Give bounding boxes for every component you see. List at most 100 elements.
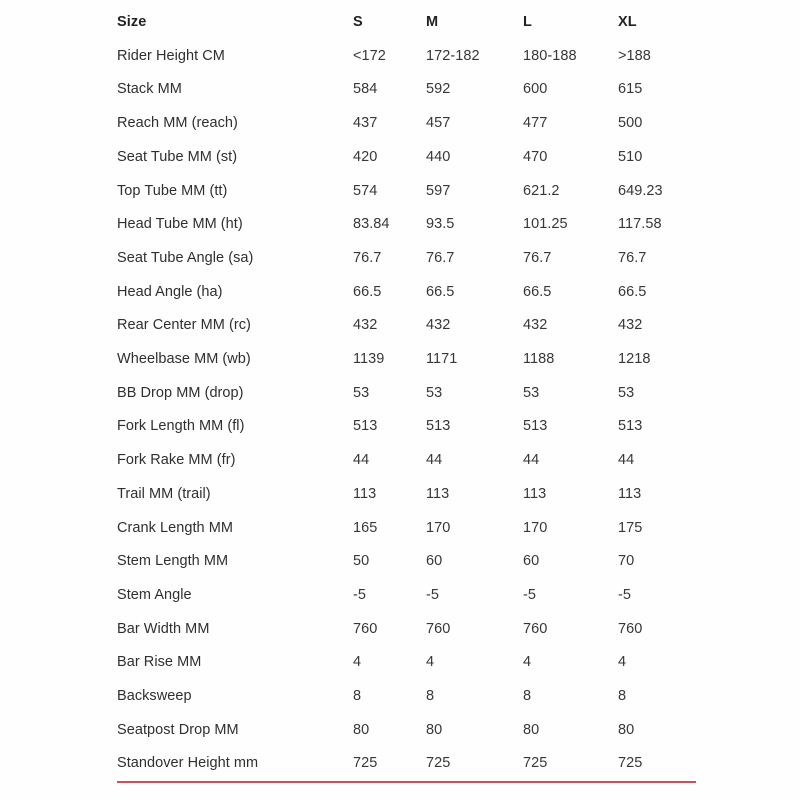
- table-row: Standover Height mm 725 725 725 725: [117, 747, 696, 784]
- cell-size-l: 477: [523, 115, 548, 132]
- cell-size-xl: 76.7: [618, 249, 647, 266]
- row-label: Fork Rake MM (fr): [117, 452, 236, 469]
- row-label: Backsweep: [117, 688, 192, 705]
- column-header-size: Size: [117, 14, 147, 30]
- cell-size-l: 60: [523, 553, 540, 570]
- cell-size-xl: 80: [618, 721, 635, 738]
- cell-size-s: 80: [353, 721, 370, 738]
- cell-size-xl: 513: [618, 418, 643, 435]
- cell-size-s: 574: [353, 182, 378, 199]
- table-row: Seat Tube MM (st) 420 440 470 510: [117, 141, 696, 175]
- table-body: Rider Height CM <172 172-182 180-188 >188 Sta…: [117, 40, 696, 784]
- cell-size-s: 432: [353, 317, 378, 334]
- cell-size-m: 440: [426, 148, 451, 165]
- cell-size-m: 66.5: [426, 283, 455, 300]
- cell-size-xl: 432: [618, 317, 643, 334]
- row-label: Rider Height CM: [117, 47, 225, 64]
- row-label: Head Angle (ha): [117, 283, 223, 300]
- cell-size-m: 44: [426, 452, 443, 469]
- cell-size-xl: 510: [618, 148, 643, 165]
- cell-size-s: 76.7: [353, 249, 382, 266]
- row-label: Stack MM: [117, 81, 182, 98]
- cell-size-l: 180-188: [523, 47, 577, 64]
- cell-size-xl: >188: [618, 47, 651, 64]
- row-label: Stem Length MM: [117, 553, 229, 570]
- cell-size-s: 53: [353, 384, 370, 401]
- cell-size-xl: 1218: [618, 351, 651, 368]
- cell-size-m: 60: [426, 553, 443, 570]
- cell-size-l: 44: [523, 452, 540, 469]
- cell-size-l: 113: [523, 485, 547, 502]
- cell-size-m: -5: [426, 586, 439, 603]
- table-header-row: Size S M L XL: [117, 6, 696, 40]
- cell-size-s: 113: [353, 485, 377, 502]
- cell-size-m: 1171: [426, 351, 458, 368]
- column-header-m: M: [426, 14, 439, 30]
- cell-size-l: 513: [523, 418, 548, 435]
- cell-size-m: 8: [426, 688, 435, 705]
- table-row: Bar Rise MM 4 4 4 4: [117, 646, 696, 680]
- cell-size-xl: 175: [618, 519, 643, 536]
- cell-size-xl: 113: [618, 485, 642, 502]
- table-row: Crank Length MM 165 170 170 175: [117, 512, 696, 546]
- cell-size-xl: 117.58: [618, 216, 662, 233]
- cell-size-m: 432: [426, 317, 451, 334]
- column-header-l: L: [523, 14, 532, 30]
- cell-size-xl: 8: [618, 688, 627, 705]
- table-row: Seatpost Drop MM 80 80 80 80: [117, 714, 696, 748]
- cell-size-l: 725: [523, 747, 618, 784]
- cell-size-s: 83.84: [353, 216, 390, 233]
- row-label: Crank Length MM: [117, 519, 233, 536]
- cell-size-xl: 66.5: [618, 283, 647, 300]
- row-label: Seat Tube Angle (sa): [117, 249, 254, 266]
- row-label: Stem Angle: [117, 586, 192, 603]
- cell-size-xl: 725: [618, 747, 696, 784]
- row-label: Bar Width MM: [117, 620, 210, 637]
- table-row: Backsweep 8 8 8 8: [117, 680, 696, 714]
- table-row: Trail MM (trail) 113 113 113 113: [117, 478, 696, 512]
- cell-size-xl: 649.23: [618, 182, 663, 199]
- cell-size-s: 1139: [353, 351, 385, 368]
- row-label: Head Tube MM (ht): [117, 216, 243, 233]
- cell-size-m: 725: [426, 747, 523, 784]
- column-header-xl: XL: [618, 14, 637, 30]
- cell-size-l: 101.25: [523, 216, 568, 233]
- cell-size-m: 172-182: [426, 47, 480, 64]
- cell-size-l: 8: [523, 688, 532, 705]
- cell-size-m: 93.5: [426, 216, 455, 233]
- cell-size-s: 4: [353, 654, 362, 671]
- cell-size-m: 597: [426, 182, 451, 199]
- cell-size-l: 76.7: [523, 249, 552, 266]
- cell-size-xl: 53: [618, 384, 635, 401]
- cell-size-s: -5: [353, 586, 366, 603]
- cell-size-xl: 70: [618, 553, 635, 570]
- cell-size-l: 170: [523, 519, 548, 536]
- cell-size-s: 44: [353, 452, 370, 469]
- cell-size-m: 592: [426, 81, 451, 98]
- cell-size-xl: 500: [618, 115, 643, 132]
- table-row: Rear Center MM (rc) 432 432 432 432: [117, 309, 696, 343]
- cell-size-m: 113: [426, 485, 450, 502]
- cell-size-m: 80: [426, 721, 443, 738]
- table-row: Stem Angle -5 -5 -5 -5: [117, 579, 696, 613]
- table-row: Stem Length MM 50 60 60 70: [117, 545, 696, 579]
- table-row: Head Tube MM (ht) 83.84 93.5 101.25 117.58: [117, 208, 696, 242]
- table-row: BB Drop MM (drop) 53 53 53 53: [117, 377, 696, 411]
- table-row: Wheelbase MM (wb) 1139 1171 1188 1218: [117, 343, 696, 377]
- cell-size-xl: 760: [618, 620, 643, 637]
- row-label: Trail MM (trail): [117, 485, 211, 502]
- table-row: Seat Tube Angle (sa) 76.7 76.7 76.7 76.7: [117, 242, 696, 276]
- row-label: Seat Tube MM (st): [117, 148, 238, 165]
- cell-size-m: 513: [426, 418, 451, 435]
- cell-size-s: 165: [353, 519, 378, 536]
- cell-size-s: 8: [353, 688, 362, 705]
- cell-size-s: 584: [353, 81, 378, 98]
- cell-size-xl: 615: [618, 81, 643, 98]
- table-row: Fork Length MM (fl) 513 513 513 513: [117, 410, 696, 444]
- cell-size-s: 66.5: [353, 283, 382, 300]
- geometry-table: Size S M L XL Rider Height CM <172 172-182…: [117, 6, 696, 784]
- cell-size-m: 457: [426, 115, 451, 132]
- cell-size-s: 420: [353, 148, 378, 165]
- row-label: Top Tube MM (tt): [117, 182, 228, 199]
